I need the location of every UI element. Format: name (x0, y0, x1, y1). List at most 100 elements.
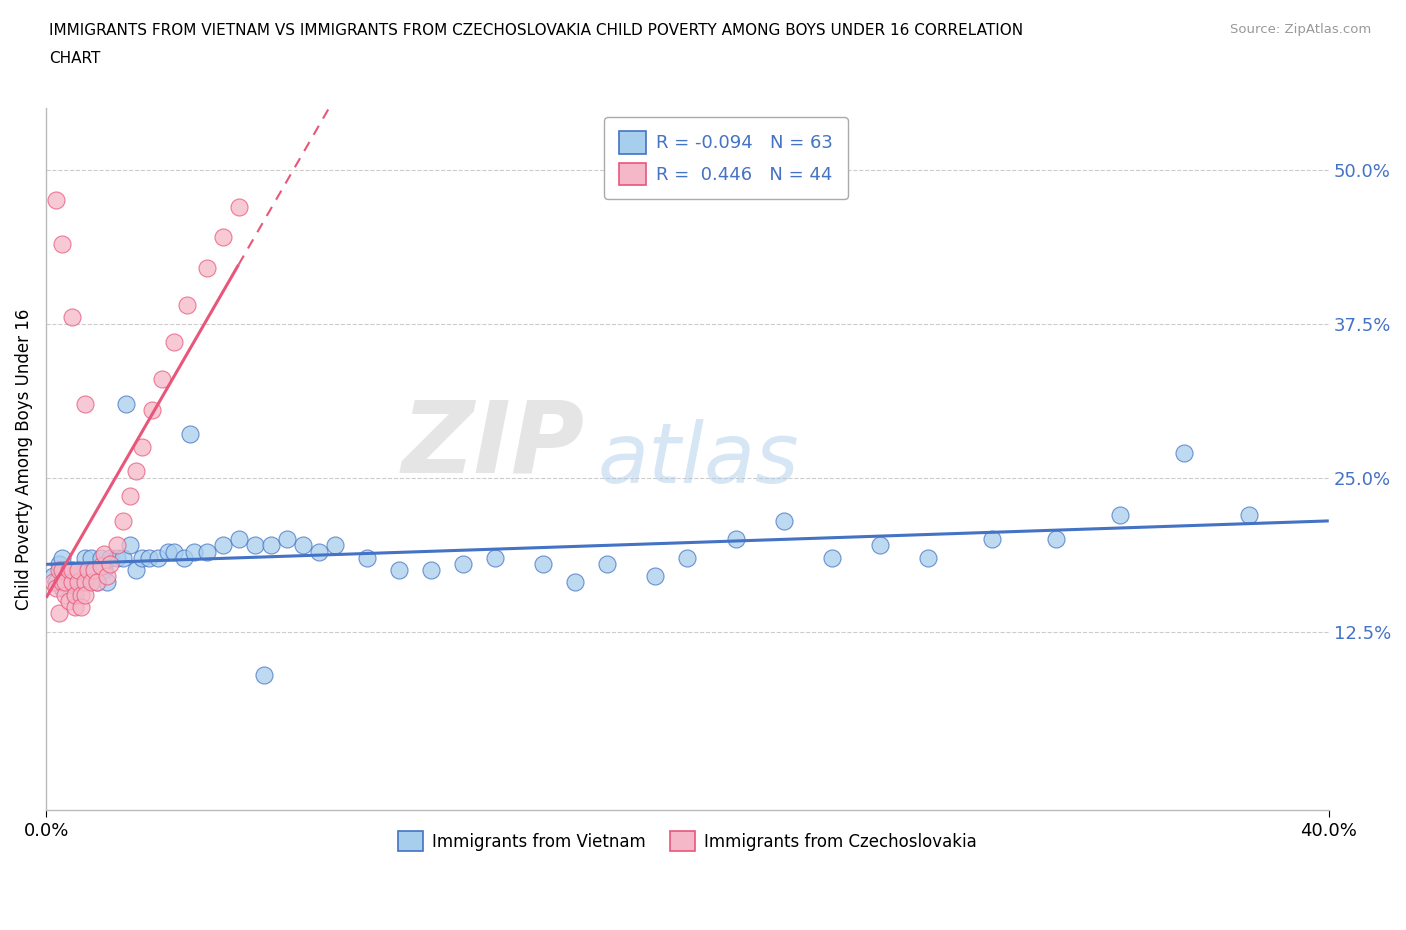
Point (51, 551, 73, 565)
Point (55, 587, 77, 602)
Point (63, 587, 86, 602)
Point (195, 260, 218, 275)
Point (86, 575, 108, 590)
Point (821, 551, 844, 565)
Point (112, 513, 135, 528)
Point (150, 372, 173, 387)
Point (90, 559, 112, 574)
Point (176, 298, 198, 312)
Point (138, 551, 160, 565)
Point (195, 544, 218, 559)
Point (48, 563, 70, 578)
Point (157, 544, 180, 559)
Point (981, 532, 1004, 547)
Point (484, 551, 506, 565)
Point (70, 575, 93, 590)
Point (60, 563, 83, 578)
Point (148, 551, 170, 565)
Point (131, 439, 153, 454)
Point (73, 575, 96, 590)
Text: atlas: atlas (598, 418, 800, 499)
Point (73, 587, 96, 602)
Point (98, 556, 121, 571)
Point (112, 551, 135, 565)
Point (179, 427, 201, 442)
Point (115, 396, 138, 411)
Point (67, 563, 90, 578)
Point (58, 575, 80, 590)
Point (58, 563, 80, 578)
Point (564, 575, 586, 590)
Point (118, 538, 141, 552)
Point (228, 199, 250, 214)
Point (41, 575, 63, 590)
Point (51, 563, 73, 578)
Point (51, 581, 73, 596)
Point (183, 544, 205, 559)
Point (356, 551, 378, 565)
Point (73, 551, 96, 565)
Point (45, 581, 67, 596)
Point (70, 587, 93, 602)
Point (451, 556, 474, 571)
Point (724, 532, 747, 547)
Point (869, 538, 891, 552)
Point (51, 575, 73, 590)
Point (77, 563, 100, 578)
Point (259, 538, 281, 552)
Point (644, 569, 666, 584)
Point (63, 600, 86, 615)
Point (80, 551, 103, 565)
Point (388, 563, 411, 578)
Point (163, 544, 186, 559)
Text: IMMIGRANTS FROM VIETNAM VS IMMIGRANTS FROM CZECHOSLOVAKIA CHILD POVERTY AMONG BO: IMMIGRANTS FROM VIETNAM VS IMMIGRANTS FR… (49, 23, 1024, 38)
Point (96, 575, 118, 590)
Point (131, 551, 153, 565)
Point (211, 230, 233, 245)
Point (83, 563, 105, 578)
Point (228, 532, 250, 547)
Point (125, 563, 148, 578)
Point (211, 538, 233, 552)
Point (80, 575, 103, 590)
Point (676, 551, 699, 565)
Point (70, 600, 93, 615)
Point (60, 563, 83, 578)
Point (531, 556, 554, 571)
Text: ZIP: ZIP (402, 396, 585, 494)
Y-axis label: Child Poverty Among Boys Under 16: Child Poverty Among Boys Under 16 (15, 309, 32, 610)
Point (141, 403, 163, 418)
Point (73, 396, 96, 411)
Point (118, 488, 141, 503)
Point (420, 563, 443, 578)
Point (105, 538, 128, 552)
Point (93, 563, 115, 578)
Point (596, 556, 619, 571)
Point (48, 556, 70, 571)
Point (58, 593, 80, 608)
Point (1173, 445, 1195, 460)
Point (96, 569, 118, 584)
Point (917, 551, 939, 565)
Point (41, 569, 63, 584)
Point (45, 575, 67, 590)
Point (163, 335, 186, 350)
Point (276, 532, 298, 547)
Text: Source: ZipAtlas.com: Source: ZipAtlas.com (1230, 23, 1371, 36)
Point (93, 547, 115, 562)
Point (105, 551, 128, 565)
Point (55, 563, 77, 578)
Point (772, 513, 794, 528)
Point (67, 563, 90, 578)
Point (83, 563, 105, 578)
Point (1045, 532, 1067, 547)
Point (98, 551, 121, 565)
Point (48, 605, 70, 620)
Point (77, 569, 100, 584)
Point (308, 544, 330, 559)
Point (173, 551, 195, 565)
Point (55, 575, 77, 590)
Point (45, 193, 67, 207)
Point (1109, 507, 1132, 522)
Legend: Immigrants from Vietnam, Immigrants from Czechoslovakia: Immigrants from Vietnam, Immigrants from… (392, 824, 983, 858)
